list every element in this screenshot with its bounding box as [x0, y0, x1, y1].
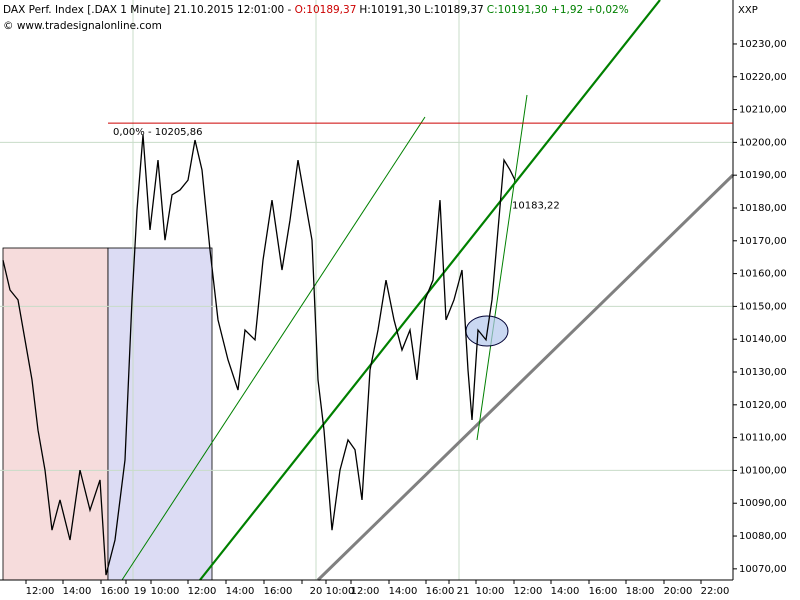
y-tick-label: 10210,00 [739, 105, 787, 116]
x-tick-label: 12:00 [351, 586, 380, 597]
price-line [2, 134, 516, 576]
symbol-label: XXP [738, 5, 758, 16]
source: © www.tradesignalonline.com [3, 20, 162, 32]
y-tick-label: 10130,00 [739, 367, 787, 378]
x-tick-label: 21 [457, 586, 470, 597]
horizontal-line-label: 0,00% - 10205,86 [113, 127, 202, 138]
y-tick-label: 10230,00 [739, 39, 787, 50]
y-tick-label: 10090,00 [739, 498, 787, 509]
x-tick-label: 14:00 [226, 586, 255, 597]
y-tick-label: 10200,00 [739, 137, 787, 148]
grid [0, 141, 733, 471]
header-close: C:10191,30 +1,92 +0,02% [487, 4, 629, 16]
x-tick-label: 12:00 [188, 586, 217, 597]
x-tick-label: 16:00 [589, 586, 618, 597]
y-tick-label: 10080,00 [739, 531, 787, 542]
header-hl: H:10191,30 L:10189,37 [359, 4, 483, 16]
header: DAX Perf. Index [.DAX 1 Minute] 21.10.20… [3, 4, 629, 16]
y-tick-label: 10070,00 [739, 564, 787, 575]
x-tick-label: 12:00 [514, 586, 543, 597]
x-tick-label: 16:00 [264, 586, 293, 597]
x-tick-label: 10:00 [326, 586, 355, 597]
y-tick-label: 10160,00 [739, 269, 787, 280]
x-tick-label: 10:00 [151, 586, 180, 597]
y-tick-label: 10220,00 [739, 72, 787, 83]
x-tick-label: 10:00 [476, 586, 505, 597]
x-tick-label: 14:00 [63, 586, 92, 597]
x-tick-label: 18:00 [626, 586, 655, 597]
x-tick-label: 19 [134, 586, 147, 597]
price-note: 10183,22 [512, 200, 560, 211]
zone-blue [107, 247, 213, 581]
y-tick-label: 10120,00 [739, 400, 787, 411]
x-tick-label: 16:00 [101, 586, 130, 597]
plot [2, 134, 516, 576]
y-tick-label: 10110,00 [739, 433, 787, 444]
trend-line [121, 116, 426, 581]
trend-line [316, 173, 735, 582]
y-tick-label: 10100,00 [739, 465, 787, 476]
y-tick-label: 10190,00 [739, 170, 787, 181]
header-open: O:10189,37 [295, 4, 357, 16]
y-tick-label: 10170,00 [739, 236, 787, 247]
x-tick-label: 12:00 [26, 586, 55, 597]
trend-line [199, 0, 661, 581]
trend-line [476, 94, 528, 441]
y-tick-label: 10150,00 [739, 301, 787, 312]
header-title: DAX Perf. Index [.DAX 1 Minute] 21.10.20… [3, 4, 295, 16]
x-tick-label: 14:00 [551, 586, 580, 597]
y-tick-label: 10140,00 [739, 334, 787, 345]
x-tick-label: 20 [310, 586, 323, 597]
x-tick-label: 16:00 [426, 586, 455, 597]
x-tick-label: 14:00 [389, 586, 418, 597]
x-tick-label: 20:00 [664, 586, 693, 597]
zone-red [2, 247, 109, 581]
y-tick-label: 10180,00 [739, 203, 787, 214]
x-tick-label: 22:00 [701, 586, 730, 597]
